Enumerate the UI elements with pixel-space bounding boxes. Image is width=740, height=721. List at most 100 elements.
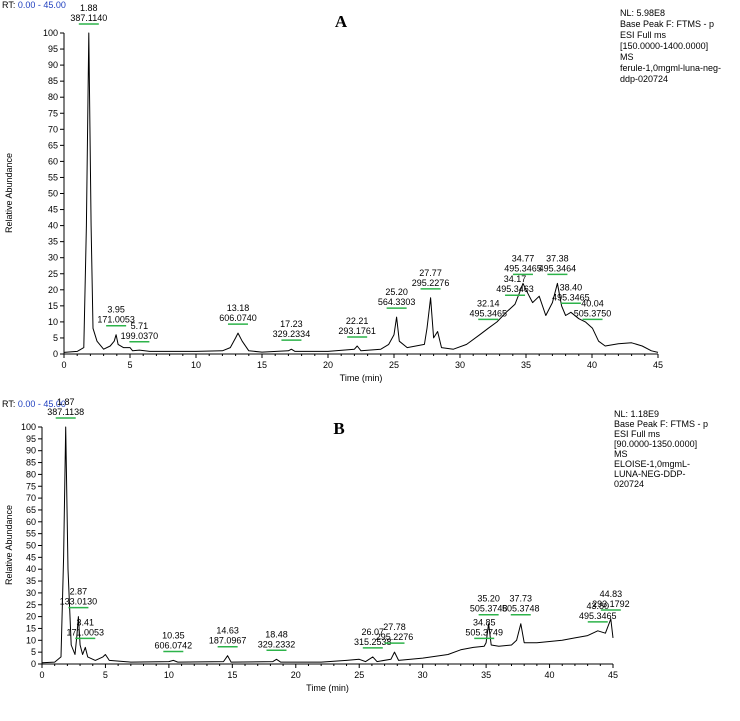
peak-mz-label: 564.3303 bbox=[378, 297, 416, 307]
peak-rt-label: 3.95 bbox=[107, 305, 125, 315]
info-line: 020724 bbox=[614, 479, 644, 489]
y-tick-label: 40 bbox=[48, 221, 58, 231]
y-tick-label: 60 bbox=[48, 156, 58, 166]
info-line: Base Peak F: FTMS - p bbox=[614, 419, 708, 429]
peak-mz-label: 315.2538 bbox=[354, 637, 392, 647]
peak-mz-label: 295.2276 bbox=[412, 278, 450, 288]
x-tick-label: 45 bbox=[608, 670, 618, 680]
y-tick-label: 20 bbox=[48, 285, 58, 295]
y-tick-label: 55 bbox=[26, 529, 36, 539]
y-tick-label: 0 bbox=[53, 349, 58, 359]
peak-rt-label: 35.20 bbox=[477, 594, 500, 604]
peak-rt-label: 5.71 bbox=[131, 321, 149, 331]
rt-prefix: RT: bbox=[2, 399, 18, 409]
y-tick-label: 35 bbox=[48, 237, 58, 247]
y-tick-label: 90 bbox=[26, 446, 36, 456]
y-tick-label: 40 bbox=[26, 564, 36, 574]
y-tick-label: 65 bbox=[26, 505, 36, 515]
peak-mz-label: 293.1761 bbox=[338, 326, 376, 336]
rt-range-value: 0.00 - 45.00 bbox=[18, 0, 66, 10]
y-tick-label: 10 bbox=[26, 635, 36, 645]
peak-mz-label: 171.0053 bbox=[97, 315, 135, 325]
rt-range-label: RT: 0.00 - 45.00 bbox=[2, 0, 66, 10]
x-tick-label: 15 bbox=[257, 360, 267, 370]
peak-rt-label: 17.23 bbox=[280, 319, 303, 329]
peak-mz-label: 171.0053 bbox=[66, 627, 104, 637]
y-tick-label: 45 bbox=[48, 205, 58, 215]
x-tick-label: 15 bbox=[227, 670, 237, 680]
peak-rt-label: 34.85 bbox=[473, 617, 496, 627]
y-tick-label: 25 bbox=[26, 600, 36, 610]
peak-rt-label: 34.77 bbox=[512, 253, 535, 263]
peak-mz-label: 495.3465 bbox=[552, 292, 590, 302]
x-tick-label: 25 bbox=[389, 360, 399, 370]
peak-mz-label: 187.0967 bbox=[209, 636, 247, 646]
peak-rt-label: 25.20 bbox=[385, 287, 408, 297]
peak-rt-label: 44.83 bbox=[600, 589, 623, 599]
y-tick-label: 85 bbox=[48, 76, 58, 86]
y-tick-label: 45 bbox=[26, 552, 36, 562]
info-line: ESI Full ms bbox=[614, 429, 661, 439]
peak-rt-label: 18.48 bbox=[265, 629, 288, 639]
x-tick-label: 10 bbox=[191, 360, 201, 370]
info-line: MS bbox=[614, 449, 628, 459]
x-tick-label: 30 bbox=[418, 670, 428, 680]
info-line: ESI Full ms bbox=[620, 30, 667, 40]
peak-rt-label: 14.63 bbox=[216, 626, 239, 636]
x-tick-label: 35 bbox=[521, 360, 531, 370]
peak-rt-label: 38.40 bbox=[560, 282, 583, 292]
info-line: ddp-020724 bbox=[620, 74, 668, 84]
y-axis-label: Relative Abundance bbox=[4, 153, 14, 233]
y-tick-label: 75 bbox=[48, 108, 58, 118]
peak-rt-label: 37.73 bbox=[509, 594, 532, 604]
peak-rt-label: 2.87 bbox=[70, 587, 88, 597]
x-tick-label: 5 bbox=[103, 670, 108, 680]
info-line: MS bbox=[620, 52, 634, 62]
y-tick-label: 20 bbox=[26, 612, 36, 622]
info-line: [150.0000-1400.0000] bbox=[620, 41, 708, 51]
panel-letter: A bbox=[335, 12, 348, 31]
x-tick-label: 20 bbox=[291, 670, 301, 680]
peak-mz-label: 387.1138 bbox=[47, 407, 84, 417]
y-tick-label: 70 bbox=[48, 124, 58, 134]
peak-mz-label: 505.3748 bbox=[470, 604, 508, 614]
rt-range-value: 0.00 - 45.00 bbox=[18, 399, 66, 409]
peak-mz-label: 495.3463 bbox=[496, 284, 534, 294]
info-line: LUNA-NEG-DDP- bbox=[614, 469, 686, 479]
y-tick-label: 50 bbox=[26, 541, 36, 551]
x-tick-label: 45 bbox=[653, 360, 663, 370]
y-tick-label: 10 bbox=[48, 317, 58, 327]
y-tick-label: 70 bbox=[26, 493, 36, 503]
panel-letter: B bbox=[333, 419, 344, 438]
x-tick-label: 5 bbox=[127, 360, 132, 370]
chromatogram-trace bbox=[41, 426, 614, 664]
y-tick-label: 5 bbox=[31, 647, 36, 657]
y-tick-label: 15 bbox=[26, 623, 36, 633]
peak-rt-label: 40.04 bbox=[581, 298, 604, 308]
info-line: [90.0000-1350.0000] bbox=[614, 439, 697, 449]
x-tick-label: 20 bbox=[323, 360, 333, 370]
y-tick-label: 30 bbox=[26, 588, 36, 598]
peak-rt-label: 13.18 bbox=[227, 303, 250, 313]
peak-rt-label: 10.35 bbox=[162, 630, 185, 640]
x-axis-label: Time (min) bbox=[340, 373, 383, 383]
peak-mz-label: 133.0130 bbox=[60, 597, 98, 607]
x-axis-label: Time (min) bbox=[306, 683, 349, 693]
x-tick-label: 25 bbox=[354, 670, 364, 680]
y-tick-label: 80 bbox=[48, 92, 58, 102]
y-tick-label: 35 bbox=[26, 576, 36, 586]
peak-mz-label: 495.3465 bbox=[504, 263, 542, 273]
y-tick-label: 65 bbox=[48, 140, 58, 150]
y-tick-label: 90 bbox=[48, 60, 58, 70]
y-tick-label: 100 bbox=[43, 28, 58, 38]
peak-mz-label: 495.3465 bbox=[469, 308, 507, 318]
y-tick-label: 100 bbox=[21, 422, 36, 432]
y-axis-label: Relative Abundance bbox=[4, 505, 14, 585]
peak-rt-label: 22.21 bbox=[346, 316, 369, 326]
y-tick-label: 55 bbox=[48, 172, 58, 182]
peak-mz-label: 293.1792 bbox=[592, 599, 630, 609]
peak-mz-label: 505.3750 bbox=[574, 308, 612, 318]
